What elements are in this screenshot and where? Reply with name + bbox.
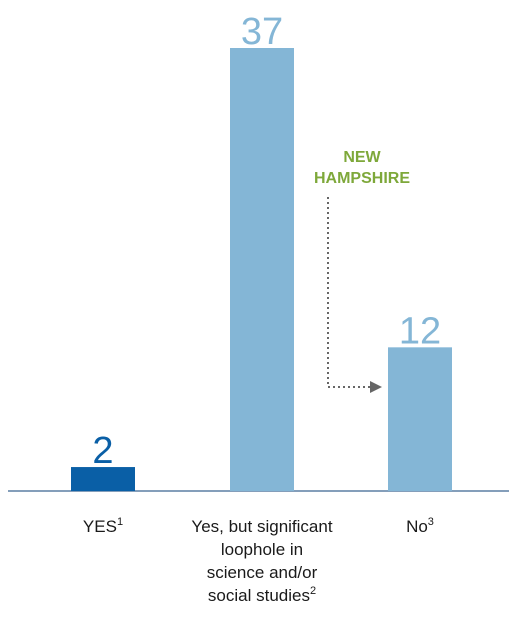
value-label-1: 2 <box>92 430 113 472</box>
category-label-2: Yes, but significant loophole in science a… <box>191 517 332 605</box>
annotation-arrow-line <box>327 197 372 388</box>
bar-2 <box>230 48 294 491</box>
annotation-label: NEW HAMPSHIRE <box>314 149 410 187</box>
value-label-3: 12 <box>399 310 441 352</box>
value-label-2: 37 <box>241 11 283 53</box>
bar-3 <box>388 347 452 491</box>
category-label-1: YES1 <box>83 516 123 536</box>
arrowhead-icon <box>370 381 382 393</box>
category-label-3: No3 <box>406 516 434 536</box>
bar-1 <box>71 467 135 491</box>
